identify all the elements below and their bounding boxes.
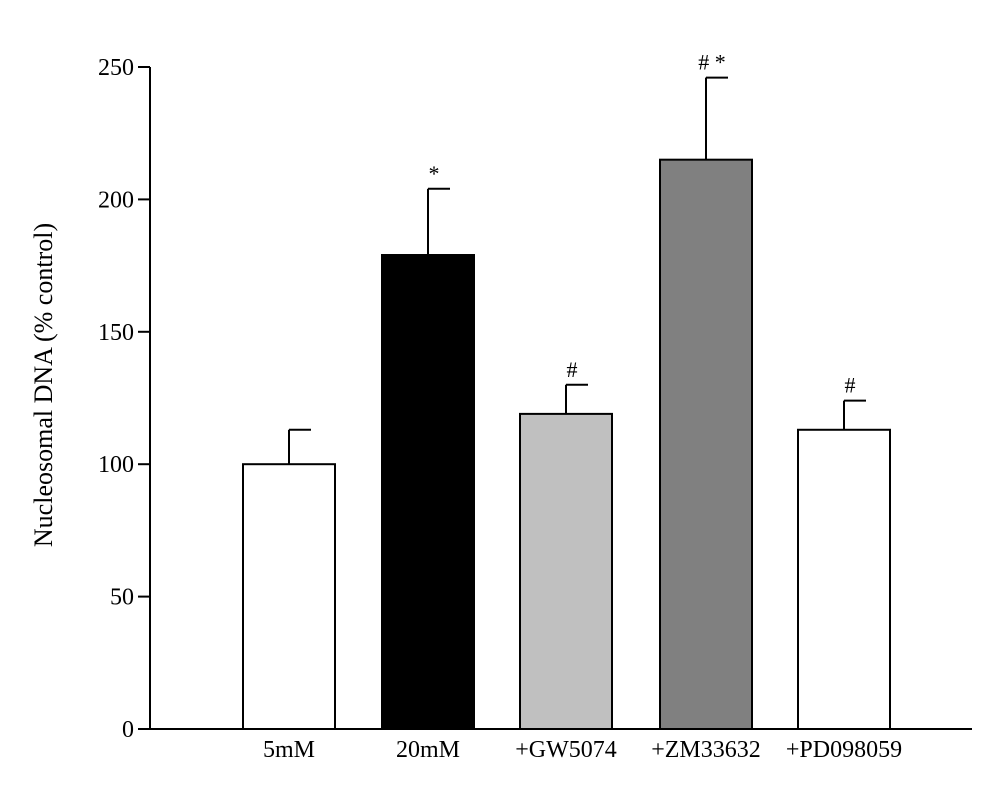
y-tick-label: 150 [98, 320, 134, 346]
significance-marker: * [429, 161, 440, 186]
x-category-label: +ZM33632 [651, 737, 761, 763]
bar-zm33632 [659, 158, 753, 730]
y-tick-label: 50 [110, 585, 134, 611]
significance-marker: # [845, 373, 856, 398]
x-category-label: +GW5074 [515, 737, 617, 763]
bars [242, 158, 891, 730]
significance-marker: # * [698, 50, 726, 75]
y-axis-title: Nucleosomal DNA (% control) [29, 223, 58, 547]
y-tick-label: 200 [98, 187, 134, 213]
bar-20mm [381, 254, 475, 730]
error-bars [288, 76, 866, 465]
bar-gw5074 [519, 412, 613, 730]
significance-marker: # [567, 357, 578, 382]
bar-pd098059 [797, 428, 891, 730]
y-tick-label: 100 [98, 452, 134, 478]
x-category-label: 5mM [263, 737, 315, 763]
x-category-label: 20mM [396, 737, 460, 763]
y-tick-label: 250 [98, 55, 134, 81]
bar-5mm [242, 463, 336, 730]
labels: 5mM * 20mM # +GW5074 # * +ZM33632 # +PD098059 [263, 50, 902, 763]
x-category-label: +PD098059 [786, 737, 902, 763]
y-tick-label: 0 [122, 717, 134, 743]
